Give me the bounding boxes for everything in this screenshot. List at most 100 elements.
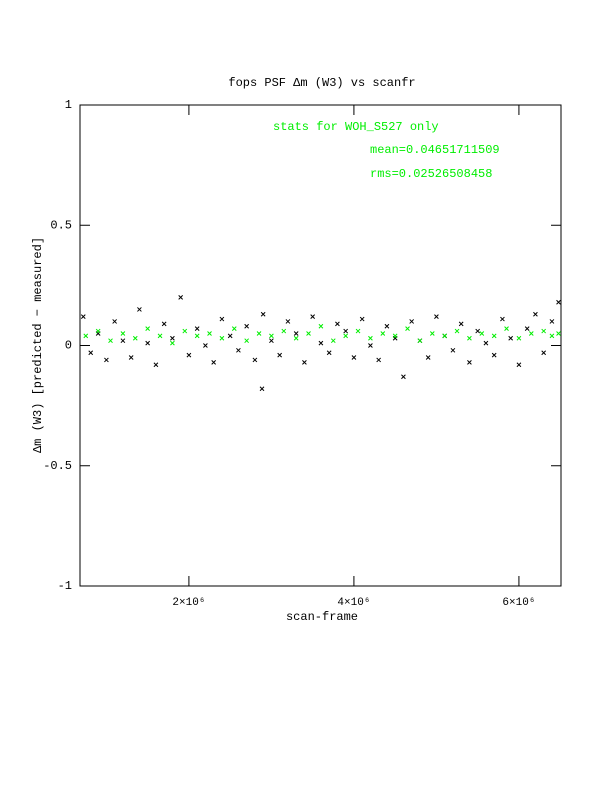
point — [194, 333, 200, 339]
point — [157, 333, 163, 339]
point — [236, 347, 241, 353]
point — [359, 316, 365, 322]
point — [112, 319, 118, 324]
point — [285, 319, 291, 324]
y-tick-label: -0.5 — [43, 459, 72, 473]
point — [203, 343, 208, 348]
point — [384, 323, 390, 329]
point — [549, 319, 555, 324]
point — [368, 343, 373, 348]
point — [219, 316, 225, 322]
point — [479, 331, 485, 336]
point — [293, 335, 299, 341]
point — [343, 328, 349, 334]
x-tick-label: 4×10⁶ — [337, 597, 370, 609]
point — [306, 331, 311, 336]
x-tick-label: 6×10⁶ — [502, 597, 535, 609]
point — [293, 331, 299, 336]
point — [417, 338, 423, 344]
point — [467, 335, 472, 341]
point — [128, 355, 134, 360]
point — [549, 333, 555, 339]
annotation: rms=0.02526508458 — [370, 167, 492, 181]
point — [211, 359, 217, 365]
y-tick-label: -1 — [58, 579, 72, 593]
point — [170, 335, 175, 341]
point — [483, 340, 489, 346]
point — [556, 331, 561, 336]
point — [409, 319, 415, 324]
point — [219, 335, 225, 341]
point — [83, 333, 89, 339]
point — [392, 333, 398, 339]
point — [161, 321, 167, 327]
y-tick-label: 0.5 — [50, 218, 72, 232]
point — [330, 338, 336, 344]
point — [207, 331, 212, 336]
point — [541, 350, 547, 356]
point — [178, 295, 184, 300]
point — [137, 307, 142, 312]
point — [259, 386, 265, 392]
x-tick-label: 2×10⁶ — [172, 597, 205, 609]
point — [104, 357, 109, 363]
point — [277, 352, 283, 358]
point — [491, 352, 497, 358]
point — [343, 333, 349, 339]
point — [88, 350, 94, 356]
point — [281, 328, 287, 334]
chart-title: fops PSF Δm (W3) vs scanfr — [228, 76, 415, 90]
point — [256, 331, 262, 336]
point — [442, 333, 448, 339]
point — [491, 333, 497, 339]
point — [475, 328, 481, 334]
point — [450, 347, 456, 353]
point — [269, 338, 274, 344]
y-tick-label: 0 — [65, 339, 72, 353]
point — [170, 340, 175, 346]
point — [326, 350, 332, 356]
y-tick-label: 1 — [65, 98, 72, 112]
annotation: stats for WOH_S527 only — [273, 120, 439, 134]
point — [269, 333, 274, 339]
point — [434, 314, 439, 319]
point — [182, 328, 188, 334]
point — [231, 326, 237, 332]
point — [355, 328, 361, 334]
annotation: mean=0.04651711509 — [370, 143, 500, 157]
point — [467, 359, 472, 365]
point — [508, 335, 514, 341]
point — [556, 299, 561, 305]
point — [145, 326, 151, 332]
point — [425, 355, 431, 360]
point — [318, 340, 324, 346]
point — [132, 335, 138, 341]
point — [244, 338, 250, 344]
point — [524, 326, 530, 332]
point — [351, 355, 357, 360]
point — [194, 326, 200, 332]
point — [504, 326, 509, 332]
point — [310, 314, 316, 319]
point — [380, 331, 386, 336]
point — [80, 314, 86, 319]
point — [500, 316, 505, 322]
point — [405, 326, 410, 332]
point — [244, 323, 250, 329]
point — [302, 359, 307, 365]
point — [368, 335, 373, 341]
point — [186, 352, 192, 358]
point — [227, 333, 233, 339]
point — [458, 321, 464, 327]
x-axis-label: scan-frame — [286, 610, 358, 624]
point — [108, 338, 113, 344]
point — [153, 362, 159, 368]
point — [260, 311, 266, 317]
point — [429, 331, 435, 336]
point — [528, 331, 534, 336]
point — [318, 323, 324, 329]
point — [401, 374, 406, 380]
point — [516, 362, 522, 368]
